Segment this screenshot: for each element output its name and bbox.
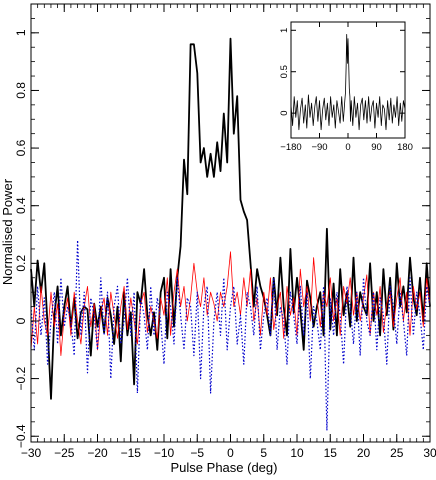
y-tick-label: 0 — [14, 317, 28, 324]
x-tick-label: −5 — [190, 446, 204, 460]
y-tick-label: 0.8 — [14, 82, 28, 99]
series-line-1 — [30, 37, 431, 400]
x-tick-label: 25 — [390, 446, 404, 460]
inset-y-tick-label: 1 — [279, 28, 290, 33]
x-axis-label: Pulse Phase (deg) — [171, 460, 278, 475]
x-tick-label: −30 — [21, 446, 42, 460]
x-tick-label: 0 — [227, 446, 234, 460]
y-tick-label: −0.4 — [14, 424, 28, 448]
inset-y-tick-label: 0 — [279, 110, 290, 115]
x-tick-label: 20 — [357, 446, 371, 460]
y-axis-label: Normalised Power — [0, 178, 15, 285]
series-line-2 — [30, 251, 431, 357]
y-tick-label: −0.2 — [14, 366, 28, 390]
inset-x-tick-label: 90 — [371, 142, 382, 153]
inset-x-tick-label: 0 — [345, 142, 350, 153]
y-tick-label: 1 — [14, 29, 28, 36]
x-tick-label: −20 — [87, 446, 108, 460]
inset-series-line-1 — [290, 34, 406, 131]
x-tick-label: 15 — [324, 446, 338, 460]
x-tick-label: −15 — [121, 446, 142, 460]
x-tick-label: 5 — [260, 446, 267, 460]
y-tick-label: 0.2 — [14, 255, 28, 272]
x-tick-label: 30 — [423, 446, 436, 460]
inset-x-tick-label: −90 — [311, 142, 327, 153]
inset-plot: −180 −90 0 90 180 0 0.5 1 — [279, 21, 413, 153]
x-tick-label: −25 — [54, 446, 75, 460]
x-tick-label: −10 — [154, 446, 175, 460]
x-tick-label: 10 — [290, 446, 304, 460]
inset-y-tick-label: 0.5 — [279, 65, 290, 78]
main-plot: −30 −25 −20 −15 −10 −5 0 5 10 15 20 25 30−0.4−0.200.… — [14, 3, 436, 460]
y-tick-label: 0.6 — [14, 139, 28, 156]
inset-x-tick-label: 180 — [397, 142, 413, 153]
inset-x-tick-label: −180 — [280, 142, 301, 153]
y-tick-label: 0.4 — [14, 197, 28, 214]
